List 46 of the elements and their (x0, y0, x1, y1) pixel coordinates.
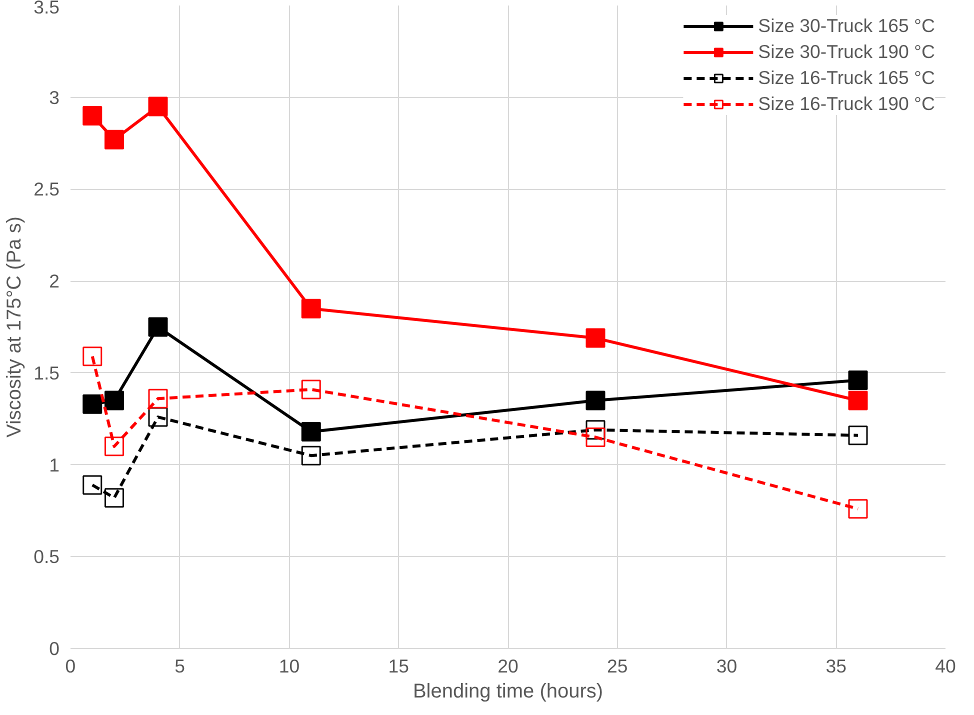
y-tick-label: 3.5 (34, 0, 60, 18)
point (82, 346, 102, 366)
legend-label: Size 30-Truck 165 °C (758, 15, 935, 37)
point (148, 388, 168, 408)
x-tick-label: 15 (388, 656, 410, 676)
y-axis-title: Viscosity at 175°C (Pa s) (4, 216, 26, 438)
y-tick-label: 0.5 (34, 546, 60, 568)
legend-label: Size 16-Truck 190 °C (758, 93, 935, 115)
legend-label: Size 16-Truck 165 °C (758, 67, 935, 89)
point (104, 488, 124, 508)
point (104, 130, 124, 150)
y-tick-label: 3 (49, 86, 60, 108)
point (586, 328, 606, 348)
y-tick-label: 0 (49, 638, 60, 659)
y-tick-label: 2 (49, 270, 60, 292)
x-tick-label: 0 (65, 656, 76, 676)
x-tick-label: 35 (826, 656, 847, 676)
legend-label: Size 30-Truck 190 °C (758, 41, 935, 63)
point (848, 426, 868, 446)
point (301, 298, 321, 318)
point (848, 499, 868, 519)
x-tick-label: 20 (498, 656, 518, 676)
x-tick-label: 40 (935, 656, 956, 676)
point (148, 96, 168, 116)
point (104, 436, 124, 456)
point (301, 446, 321, 466)
point (148, 317, 168, 337)
point (301, 380, 321, 400)
x-tick-label: 5 (174, 656, 186, 676)
point (848, 370, 868, 390)
point (82, 106, 102, 126)
point (104, 390, 124, 410)
point (148, 407, 168, 427)
y-tick-label: 1.5 (34, 362, 60, 384)
x-tick-label: 30 (716, 656, 738, 676)
point (586, 390, 606, 410)
point (82, 475, 102, 495)
x-tick-label: 10 (278, 656, 300, 676)
x-tick-label: 25 (607, 656, 628, 676)
y-tick-label: 1 (49, 454, 60, 476)
point (82, 394, 102, 414)
point (586, 427, 606, 447)
point (301, 422, 321, 442)
point (848, 390, 868, 410)
y-tick-label: 2.5 (34, 178, 60, 200)
x-axis-title: Blending time (hours) (412, 680, 604, 702)
